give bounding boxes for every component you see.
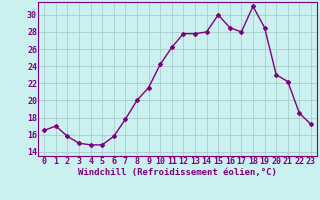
X-axis label: Windchill (Refroidissement éolien,°C): Windchill (Refroidissement éolien,°C) xyxy=(78,168,277,177)
